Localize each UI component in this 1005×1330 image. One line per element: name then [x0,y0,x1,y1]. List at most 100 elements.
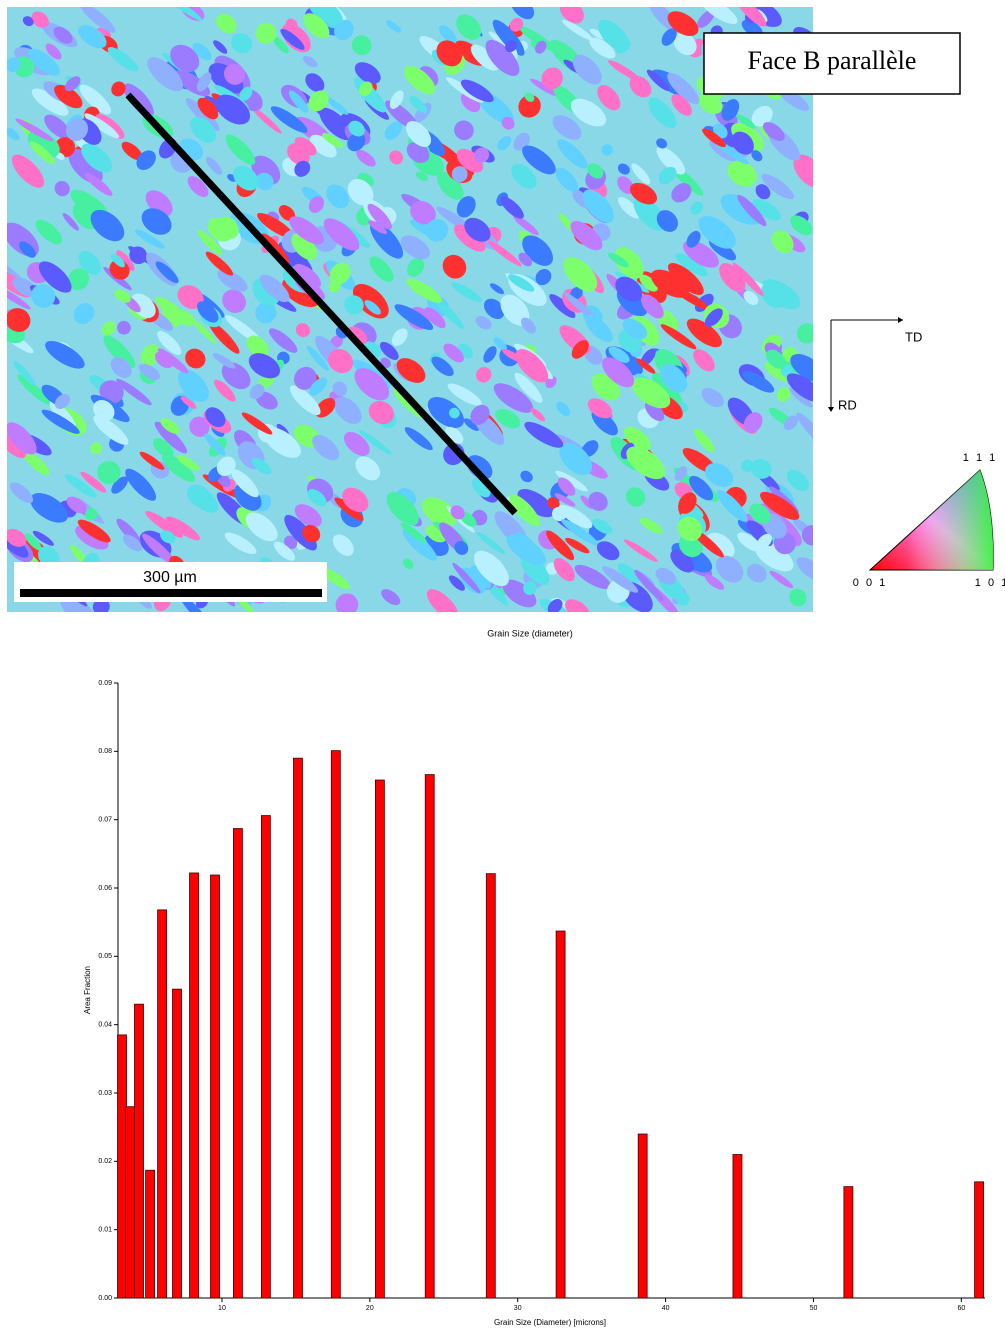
grain [197,97,219,120]
grain [464,217,491,242]
grain [661,28,677,46]
grain [790,215,813,236]
grain [764,361,794,383]
profile-line [125,92,518,516]
grain [472,477,491,498]
grain [328,349,354,374]
grain [500,294,530,326]
grain [749,503,771,524]
grain [497,135,512,151]
grain [483,298,505,319]
grain [54,137,76,158]
grain [176,455,200,471]
grain [456,196,476,218]
grain [561,519,599,546]
grain [379,341,399,361]
grain [64,76,81,92]
grain [409,95,428,114]
grain [473,550,509,587]
grain [451,282,483,303]
grain [192,319,216,344]
grain [309,377,328,396]
grain [355,456,381,481]
ebsd-map [7,7,813,612]
y-tick-label: 0.06 [98,885,112,892]
x-tick-label: 10 [218,1305,226,1312]
grain [631,163,651,185]
grain [246,335,269,358]
grain [580,495,593,509]
grain [689,475,714,501]
grain [293,263,322,289]
grain [433,296,465,330]
grain [523,580,537,596]
grain [570,98,607,127]
grain [121,141,143,161]
grain [303,13,330,39]
grain [735,114,756,129]
grain [45,43,62,60]
pole-101: 1 0 1 [975,577,1005,589]
grain [704,574,725,590]
x-axis-label: Grain Size (Diameter) [microns] [494,1318,606,1327]
grain [23,450,50,476]
grain [547,599,563,612]
grain [549,294,576,319]
grain [517,489,555,518]
grain [608,60,642,82]
grain [103,335,136,369]
bar [125,1106,135,1299]
grain [288,90,309,113]
grain [251,457,272,475]
grain [655,567,677,585]
grain [551,506,567,522]
grain [563,257,598,292]
grain [386,492,419,526]
grain [180,396,197,409]
grain [381,589,401,606]
grain [466,455,493,480]
bar [843,1186,854,1299]
grain [165,516,200,541]
grain [54,393,71,410]
grain [257,212,295,239]
grain [77,519,111,543]
grain [147,57,184,92]
grain [80,471,107,493]
bar [555,930,566,1299]
grain [125,468,157,501]
grain [90,209,125,242]
grain [626,446,666,480]
grain [78,250,101,275]
grain [559,442,593,476]
grain [751,150,763,162]
grain [179,594,211,612]
grain [639,274,658,292]
grain [110,357,132,378]
grain [215,94,251,125]
grain [518,252,533,267]
grain [589,28,606,40]
grain [720,194,762,225]
grain [197,230,223,255]
grain [597,85,621,111]
grain [114,289,131,303]
grain [389,150,404,165]
grain [31,88,69,116]
grain [557,477,576,496]
grain [431,356,454,377]
grain [354,62,381,84]
grain [555,167,579,192]
grain [356,149,376,167]
grain [674,466,688,481]
grain [407,257,425,277]
grain [405,121,432,147]
grain [553,558,575,582]
grain [765,349,787,369]
grain [686,230,701,248]
grain [761,282,786,308]
grain [400,522,427,544]
grain [410,200,436,225]
grain [273,37,289,54]
grain [17,374,50,405]
